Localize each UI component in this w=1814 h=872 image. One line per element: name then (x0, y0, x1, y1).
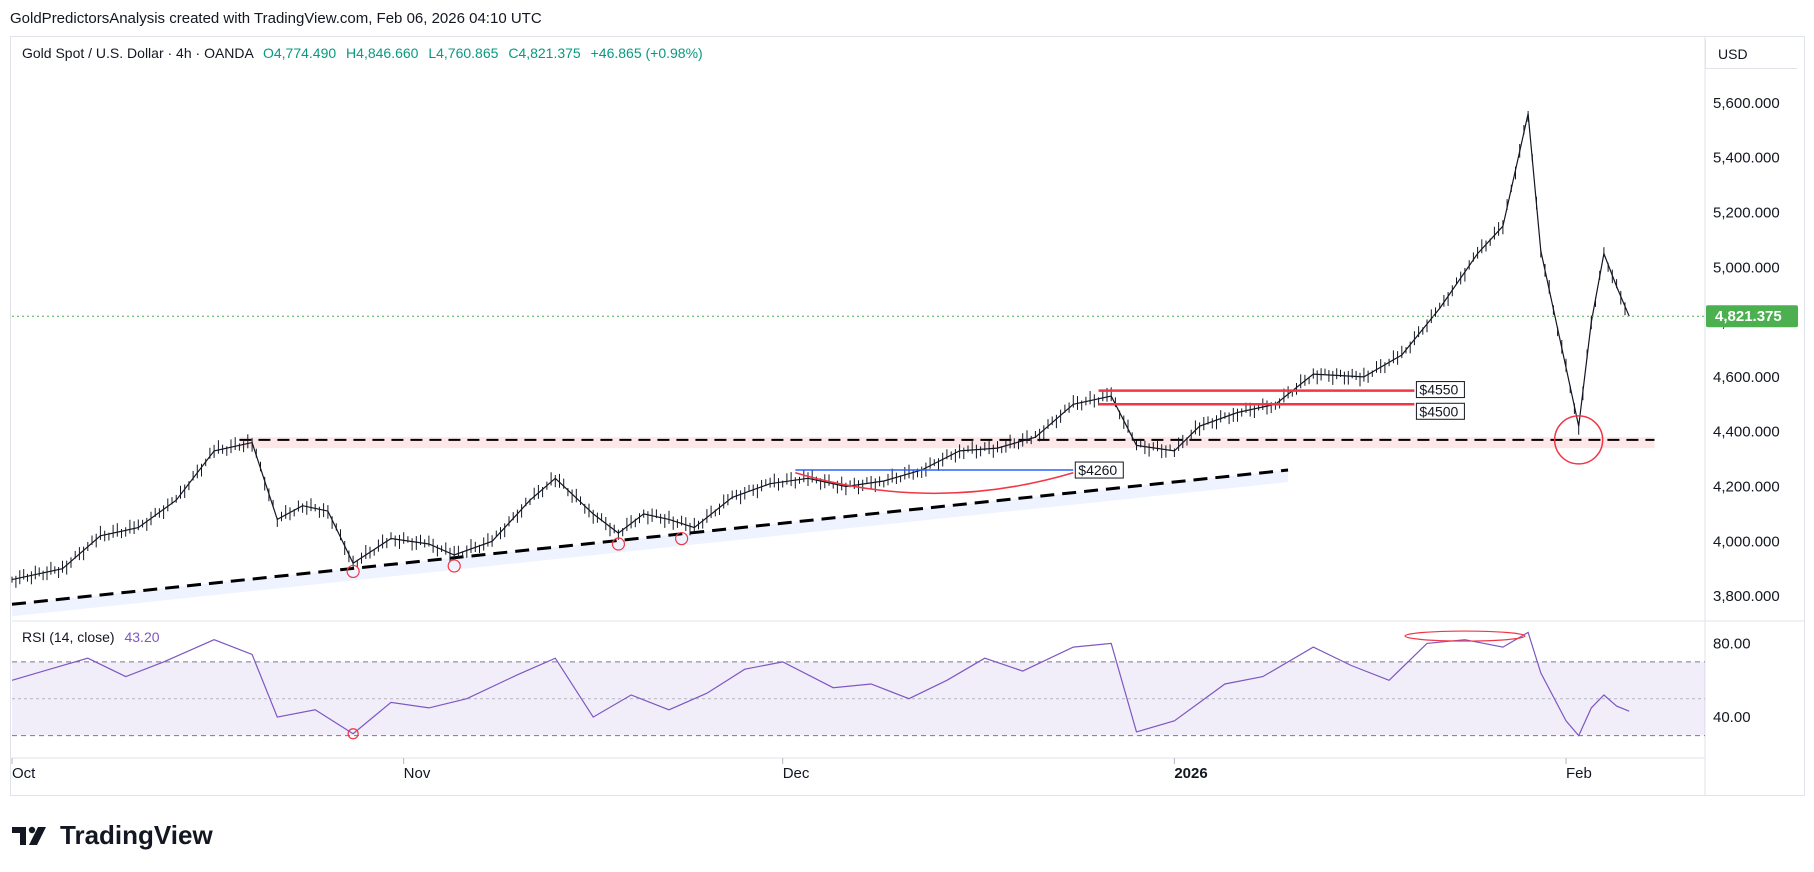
price-path (11, 113, 1630, 581)
price-tick-label: 4,400.000 (1713, 424, 1780, 441)
support-trendline (11, 468, 1289, 606)
chart-frame (10, 36, 1805, 796)
price-tick-label: 5,000.000 (1713, 259, 1780, 276)
bottom-marker (675, 531, 689, 546)
bottom-marker (447, 559, 461, 573)
symbol-legend[interactable]: Gold Spot / U.S. Dollar · 4h · OANDA O4,… (22, 45, 709, 61)
rsi-tick-label: 40.00 (1713, 709, 1751, 726)
chart-caption: GoldPredictorsAnalysis created with Trad… (10, 10, 542, 27)
rsi-divergence-ellipse (1404, 630, 1526, 642)
date-tick-label: Dec (783, 765, 810, 782)
rsi-value: 43.20 (124, 629, 160, 645)
open-value: O4,774.490 (262, 45, 337, 61)
bottom-marker (346, 564, 360, 579)
rsi-tick-label: 80.00 (1713, 635, 1751, 652)
change-value: +46.865 (+0.98%) (590, 45, 703, 61)
bottom-marker (611, 537, 626, 551)
price-tick-label: 4,000.000 (1713, 533, 1780, 550)
close-value: C4,821.375 (508, 45, 581, 61)
level-label-4500: $4500 (1419, 403, 1458, 419)
price-tick-label: 5,200.000 (1713, 204, 1780, 221)
date-tick-label: Oct (12, 765, 36, 782)
high-value: H4,846.660 (346, 45, 419, 61)
feb-low-circle (1553, 415, 1604, 465)
price-tick-label: 4,600.000 (1713, 369, 1780, 386)
trendline-band (12, 470, 1289, 617)
brand-name: TradingView (60, 820, 213, 850)
last-price-badge (1706, 305, 1798, 328)
rsi-low-marker (347, 728, 359, 740)
date-tick-label: Nov (404, 765, 431, 782)
tradingview-logo-icon (12, 826, 46, 845)
tradingview-logo[interactable]: TradingView (12, 820, 213, 851)
price-tick-label: 5,400.000 (1713, 150, 1780, 167)
rsi-legend[interactable]: RSI (14, close) 43.20 (22, 629, 160, 645)
resistance-zone (239, 437, 1655, 449)
price-tick-label: 3,800.000 (1713, 588, 1780, 605)
level-label-box-4500 (1415, 402, 1465, 420)
rsi-line (11, 631, 1630, 737)
date-tick-label: Feb (1566, 765, 1592, 782)
price-tick-label: 4,200.000 (1713, 478, 1780, 495)
rsi-name: RSI (14, close) (22, 629, 115, 645)
level-label-box-4550 (1415, 381, 1465, 399)
low-value: L4,760.865 (428, 45, 499, 61)
date-tick-label: 2026 (1174, 765, 1207, 782)
level-label-4550: $4550 (1419, 382, 1458, 398)
level-label-box-4260 (1074, 461, 1124, 479)
last-price-label: 4,821.375 (1715, 308, 1782, 325)
level-label-4260: $4260 (1078, 462, 1117, 478)
symbol-name: Gold Spot / U.S. Dollar · 4h · OANDA (22, 45, 254, 61)
cup-arc (795, 472, 1074, 495)
price-tick-label: 5,600.000 (1713, 95, 1780, 112)
currency-selector[interactable]: USD (1705, 39, 1797, 69)
